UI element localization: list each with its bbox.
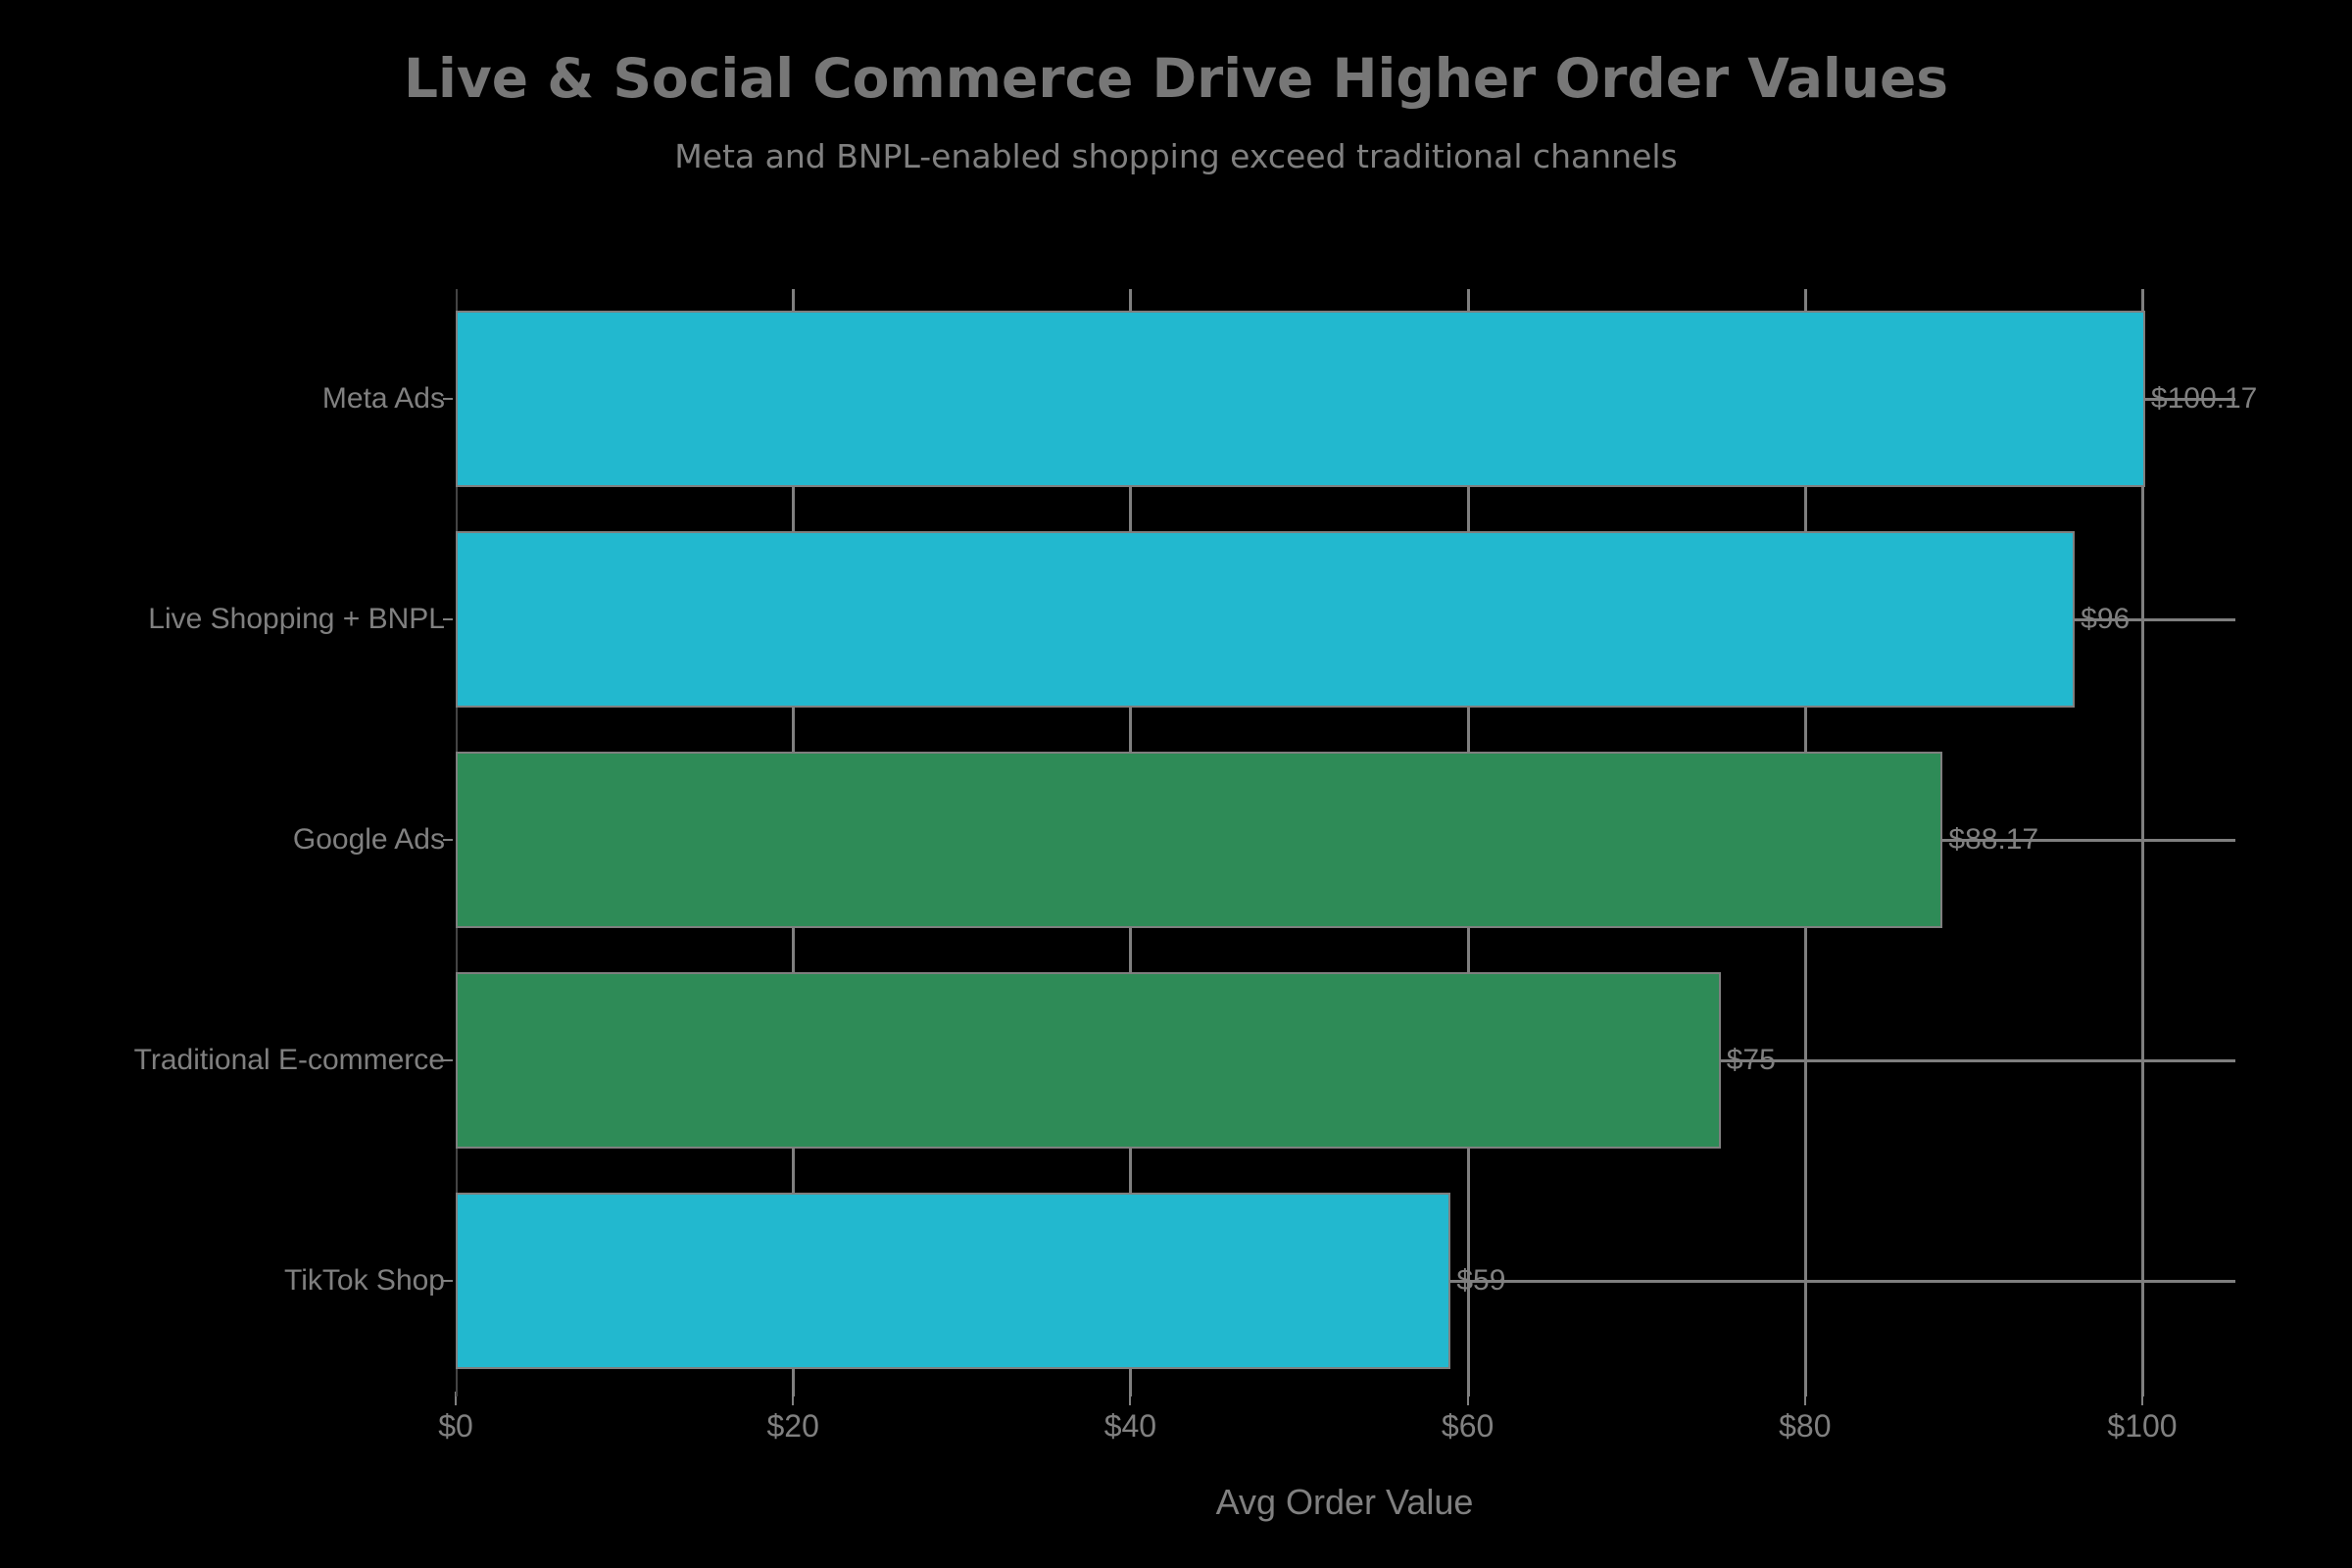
x-tick-label: $20 — [766, 1408, 819, 1444]
x-tick-mark — [1803, 1392, 1806, 1405]
x-tick-label: $100 — [2107, 1408, 2178, 1444]
chart-title: Live & Social Commerce Drive Higher Orde… — [404, 47, 1948, 110]
x-tick-label: $80 — [1779, 1408, 1832, 1444]
x-tick-label: $40 — [1103, 1408, 1157, 1444]
value-label: $88.17 — [1948, 823, 2039, 856]
y-tick-mark — [443, 398, 453, 400]
x-tick-mark — [1129, 1392, 1132, 1405]
value-label: $75 — [1726, 1044, 1776, 1076]
value-label: $59 — [1456, 1264, 1506, 1297]
chart-subtitle: Meta and BNPL-enabled shopping exceed tr… — [674, 137, 1678, 175]
y-tick-mark — [443, 1059, 453, 1061]
x-tick-mark — [455, 1392, 457, 1405]
bar-tiktok-shop[interactable] — [456, 1193, 1451, 1369]
y-tick-label: Live Shopping + BNPL — [148, 603, 445, 635]
y-tick-label: Google Ads — [292, 823, 445, 856]
x-tick-mark — [1466, 1392, 1469, 1405]
x-gridline — [2141, 289, 2144, 1396]
y-tick-mark — [443, 1280, 453, 1282]
bar-meta-ads[interactable] — [456, 311, 2145, 487]
x-axis-title: Avg Order Value — [1215, 1482, 1474, 1522]
bar-google-ads[interactable] — [456, 752, 1943, 928]
y-tick-label: TikTok Shop — [284, 1264, 445, 1297]
x-tick-label: $60 — [1441, 1408, 1494, 1444]
x-tick-label: $0 — [438, 1408, 473, 1444]
bar-live-shopping-bnpl[interactable] — [456, 531, 2076, 708]
x-tick-mark — [792, 1392, 795, 1405]
bar-traditional-e-commerce[interactable] — [456, 972, 1721, 1149]
y-tick-label: Traditional E-commerce — [133, 1044, 445, 1076]
value-label: $100.17 — [2150, 382, 2258, 415]
y-tick-label: Meta Ads — [321, 382, 445, 415]
y-tick-mark — [443, 839, 453, 841]
y-tick-mark — [443, 618, 453, 620]
value-label: $96 — [2081, 603, 2131, 635]
x-tick-mark — [2141, 1392, 2143, 1405]
